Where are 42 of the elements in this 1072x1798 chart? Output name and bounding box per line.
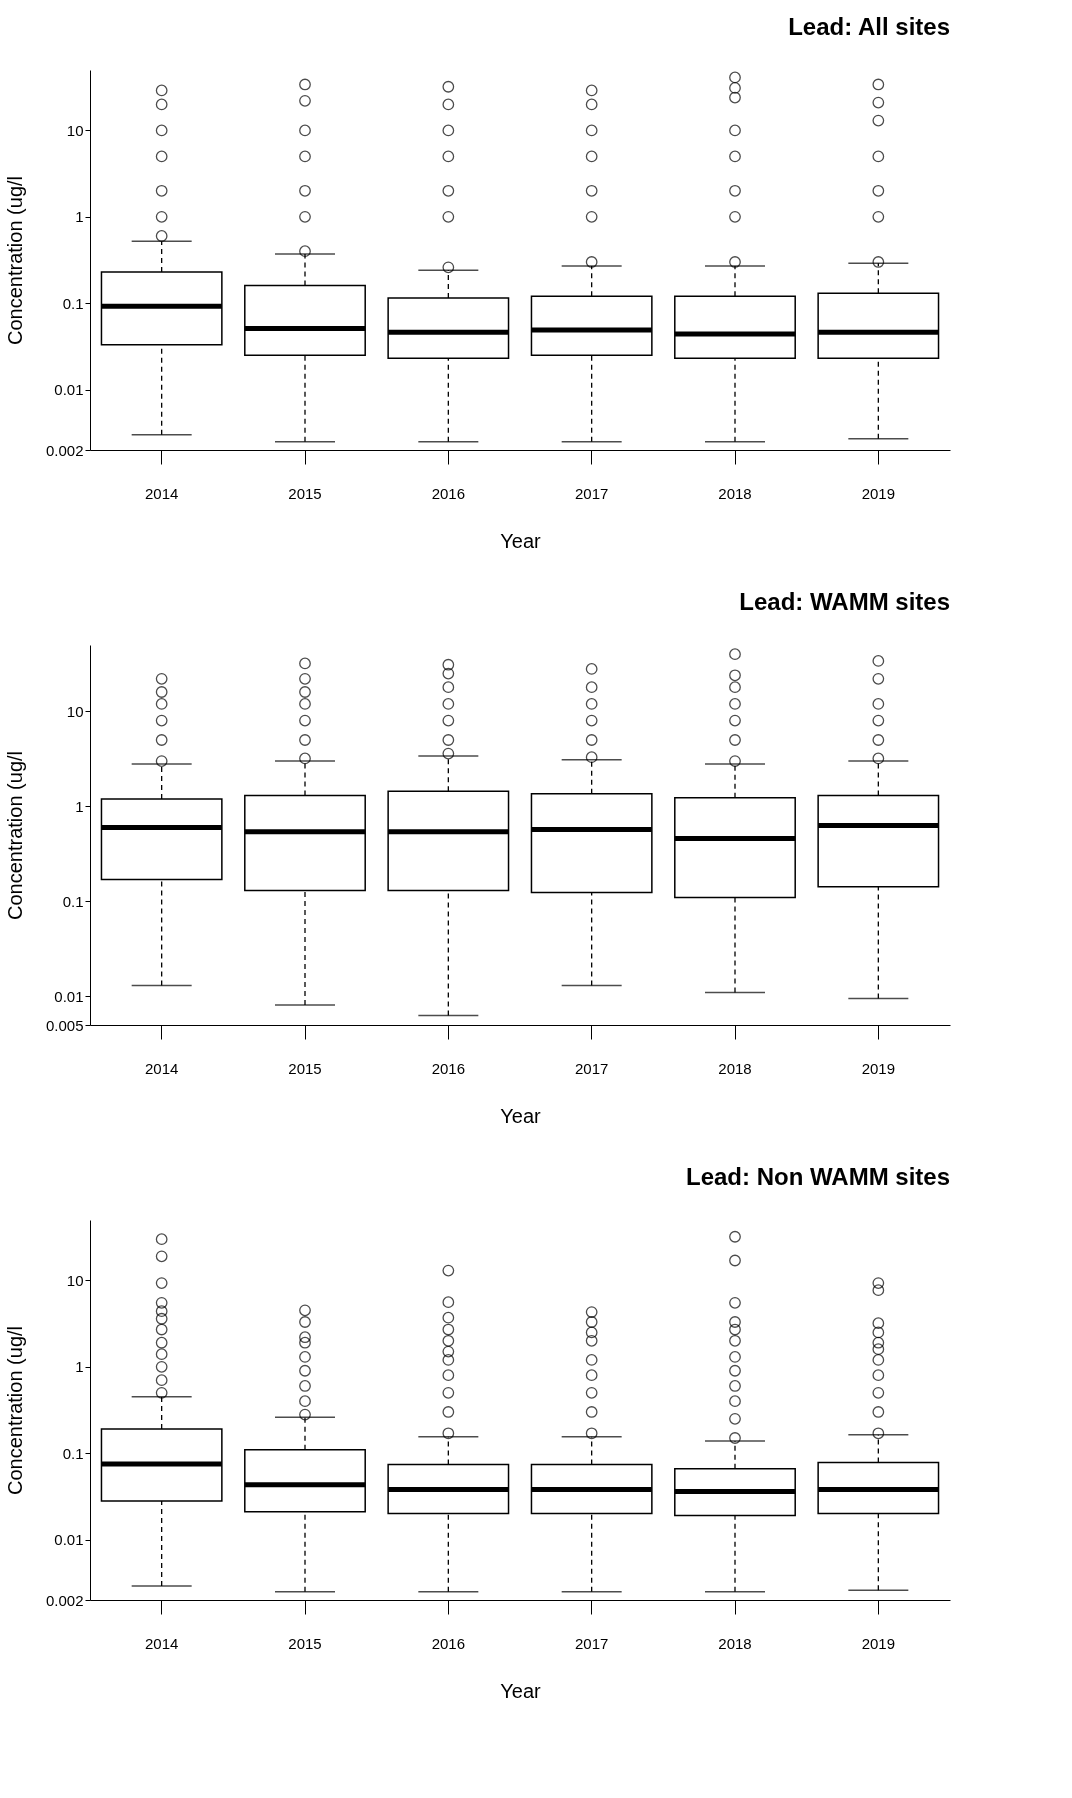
y-tick-label: 0.002: [45, 441, 84, 459]
y-tick-label: 1: [75, 208, 84, 226]
x-tick-label: 2017: [574, 1634, 609, 1652]
x-tick-label: 2015: [288, 1634, 322, 1652]
y-tick-label: 0.01: [54, 1531, 84, 1549]
y-tick-label: 0.1: [62, 892, 84, 910]
y-axis-title: Concentration (ug/l: [3, 1326, 26, 1495]
x-tick-label: 2017: [574, 1059, 609, 1077]
y-axis-title: Concentration (ug/l: [3, 751, 26, 920]
y-tick-label: 0.01: [54, 381, 84, 399]
x-tick-label: 2018: [718, 1634, 752, 1652]
x-tick-label: 2019: [861, 484, 896, 502]
x-tick-label: 2014: [144, 1634, 179, 1652]
x-tick-label: 2015: [288, 1059, 322, 1077]
x-tick-label: 2014: [144, 484, 179, 502]
y-tick-label: 1: [75, 797, 84, 815]
x-axis-title: Year: [500, 529, 542, 552]
y-tick-label: 10: [66, 121, 84, 139]
y-tick-label: 0.1: [62, 294, 84, 312]
y-tick-label: 0.1: [62, 1444, 84, 1462]
y-tick-label: 10: [66, 702, 84, 720]
chart-title: Lead: WAMM sites: [739, 588, 950, 615]
x-tick-label: 2015: [288, 484, 322, 502]
y-tick-label: 1: [75, 1358, 84, 1376]
y-tick-label: 10: [66, 1271, 84, 1289]
x-tick-label: 2017: [574, 484, 609, 502]
x-axis-title: Year: [500, 1104, 542, 1127]
x-tick-label: 2019: [861, 1059, 896, 1077]
x-tick-label: 2016: [431, 1059, 466, 1077]
x-tick-label: 2018: [718, 484, 752, 502]
x-tick-label: 2014: [144, 1059, 179, 1077]
y-axis-title: Concentration (ug/l: [3, 176, 26, 345]
x-tick-label: 2016: [431, 1634, 466, 1652]
chart-title: Lead: All sites: [788, 12, 950, 40]
x-axis-title: Year: [500, 1679, 542, 1702]
x-tick-label: 2018: [718, 1059, 752, 1077]
y-tick-label: 0.01: [54, 987, 84, 1005]
y-tick-label: 0.002: [45, 1591, 84, 1609]
y-tick-label: 0.005: [45, 1016, 84, 1034]
x-tick-label: 2016: [431, 484, 466, 502]
x-tick-label: 2019: [861, 1634, 896, 1652]
chart-title: Lead: Non WAMM sites: [685, 1163, 950, 1190]
